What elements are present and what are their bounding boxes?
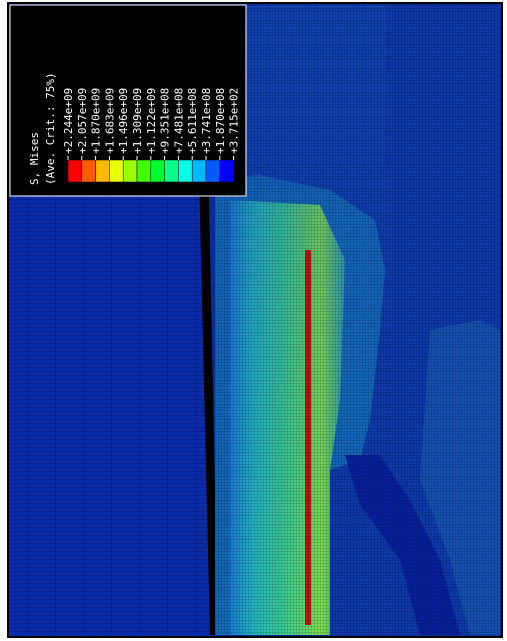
legend-label: +7.481e+08 — [172, 88, 185, 154]
legend-label: +1.870e+09 — [90, 88, 103, 154]
legend-label: +1.122e+09 — [145, 88, 158, 154]
legend-label: +5.611e+08 — [186, 88, 199, 154]
contour-plot-view: S, Mises (Ave. Crit.: 75%) +2.244e+09+2.… — [0, 0, 507, 641]
legend-swatch — [82, 160, 96, 182]
legend-label: +9.351e+08 — [159, 88, 172, 154]
legend-label: +2.057e+09 — [76, 88, 89, 154]
legend-swatch — [165, 160, 179, 182]
legend-label: +3.741e+08 — [200, 88, 213, 154]
legend-swatch — [192, 160, 206, 182]
legend-swatch — [206, 160, 220, 182]
legend-label: +2.244e+09 — [62, 88, 75, 154]
legend-label: +3.715e+02 — [228, 88, 241, 154]
legend-label: +1.309e+09 — [131, 88, 144, 154]
legend-swatch — [137, 160, 151, 182]
legend-subtitle: (Ave. Crit.: 75%) — [44, 72, 57, 185]
legend-title: S, Mises — [28, 132, 41, 185]
legend-swatch — [123, 160, 137, 182]
legend-swatch — [109, 160, 123, 182]
legend-swatch — [220, 160, 234, 182]
legend: S, Mises (Ave. Crit.: 75%) +2.244e+09+2.… — [10, 5, 246, 196]
fine-mesh — [215, 5, 500, 635]
legend-swatch — [151, 160, 165, 182]
legend-swatch — [96, 160, 110, 182]
legend-label: +1.683e+09 — [103, 88, 116, 154]
legend-swatch — [68, 160, 82, 182]
legend-swatch — [178, 160, 192, 182]
legend-label: +1.870e+08 — [214, 88, 227, 154]
legend-label: +1.496e+09 — [117, 88, 130, 154]
